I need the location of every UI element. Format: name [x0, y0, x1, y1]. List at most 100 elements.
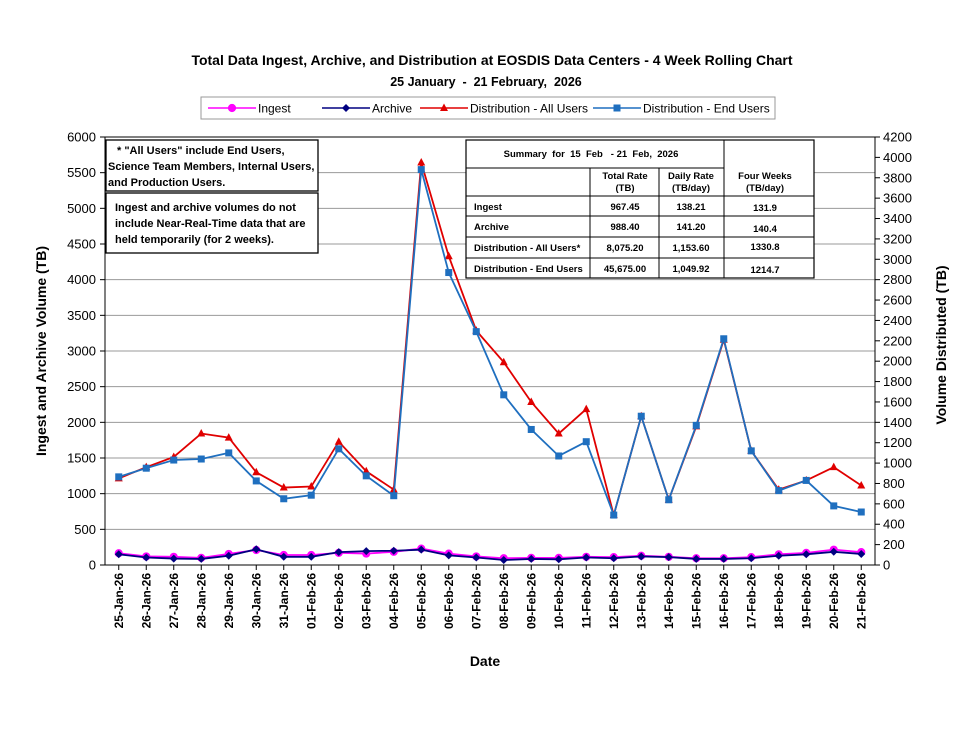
y2-tick-label: 2400: [883, 313, 912, 328]
note-nrt-box: [105, 192, 319, 254]
legend-item-ingest: Ingest: [208, 102, 291, 116]
data-point-distribution-all-users: [224, 433, 233, 441]
data-point-distribution-end-users: [747, 447, 755, 455]
data-point-distribution-end-users: [610, 511, 618, 519]
data-point-distribution-end-users: [390, 492, 398, 500]
legend-frame: [200, 96, 776, 120]
data-point-distribution-end-users: [582, 438, 590, 446]
data-point-archive: [582, 553, 591, 562]
legend-item-archive: Archive: [322, 102, 412, 116]
summary-cell: 967.45: [610, 202, 640, 213]
y2-tick-label: 4000: [883, 150, 912, 165]
y2-tick-label: 1400: [883, 415, 912, 430]
data-point-archive: [444, 551, 453, 560]
data-point-distribution-end-users: [307, 491, 315, 499]
data-point-archive: [609, 554, 618, 563]
summary-row-label: Archive: [474, 222, 509, 233]
y2-tick-label: 800: [883, 476, 905, 491]
legend-label: Ingest: [258, 102, 291, 116]
summary-table-lines: [466, 140, 814, 278]
y2-tick-label: 0: [883, 558, 890, 573]
data-point-distribution-all-users: [829, 462, 838, 471]
summary-header-daily-2: (TB/day): [672, 183, 710, 194]
data-point-archive: [719, 554, 728, 563]
data-point-distribution-end-users: [280, 495, 288, 503]
summary-cell: 138.21: [676, 202, 706, 213]
x-tick-label: 28-Jan-26: [194, 573, 208, 629]
note-all-users-line-1: * "All Users" include End Users,: [117, 145, 285, 157]
x-tick-label: 08-Feb-26: [497, 573, 511, 629]
chart-subtitle: 25 January - 21 February, 2026: [390, 75, 582, 89]
data-point-archive: [527, 554, 536, 563]
legend-item-distribution-all-users: Distribution - All Users: [420, 102, 588, 116]
data-point-distribution-end-users: [775, 487, 783, 495]
x-tick-label: 09-Feb-26: [524, 573, 538, 629]
data-point-archive: [664, 553, 673, 562]
x-tick-label: 01-Feb-26: [304, 573, 318, 629]
legend-label: Distribution - End Users: [643, 102, 770, 116]
data-point-distribution-end-users: [142, 464, 150, 472]
data-point-distribution-all-users: [444, 251, 453, 260]
summary-header-daily-1: Daily Rate: [668, 171, 714, 182]
data-point-archive: [389, 546, 398, 555]
y-tick-label: 5500: [67, 165, 96, 180]
data-point-distribution-end-users: [500, 391, 508, 399]
data-point-archive: [747, 554, 756, 563]
series-layer: [114, 157, 866, 565]
y2-tick-label: 400: [883, 517, 905, 532]
legend-label: Archive: [372, 102, 412, 116]
data-point-distribution-all-users: [857, 481, 866, 489]
summary-row-label: Distribution - End Users: [474, 264, 583, 275]
summary-cell: 141.20: [676, 222, 705, 233]
data-point-archive: [279, 552, 288, 561]
x-tick-label: 18-Feb-26: [772, 573, 786, 629]
y-axis-left: 0 500 1000 1500 2000 2500 3000 3500 4000 4500 5000…: [67, 130, 105, 573]
y2-tick-label: 2200: [883, 333, 912, 348]
data-point-archive: [114, 550, 123, 559]
legend-label: Distribution - All Users: [470, 102, 588, 116]
y2-tick-label: 1000: [883, 456, 912, 471]
data-point-archive: [197, 554, 206, 563]
x-tick-label: 17-Feb-26: [744, 573, 758, 629]
summary-header-fourweeks-1: Four Weeks: [738, 171, 792, 182]
x-tick-label: 13-Feb-26: [634, 573, 648, 629]
data-point-archive: [692, 554, 701, 563]
x-tick-label: 03-Feb-26: [359, 573, 373, 629]
x-tick-label: 26-Jan-26: [139, 573, 153, 629]
note-nrt-line-2: include Near-Real-Time data that are: [115, 218, 306, 230]
x-tick-label: 20-Feb-26: [827, 573, 841, 629]
chart-title: Total Data Ingest, Archive, and Distribu…: [191, 52, 792, 68]
y2-tick-label: 3800: [883, 170, 912, 185]
note-nrt: Ingest and archive volumes do not includ…: [105, 192, 319, 254]
y2-tick-label: 3200: [883, 231, 912, 246]
data-point-distribution-end-users: [335, 445, 343, 453]
x-tick-label: 12-Feb-26: [607, 573, 621, 629]
data-point-archive: [142, 553, 151, 562]
x-tick-label: 25-Jan-26: [112, 573, 126, 629]
summary-header-total-2: (TB): [616, 183, 635, 194]
data-point-archive: [802, 550, 811, 559]
summary-cell: 988.40: [610, 222, 639, 233]
y2-tick-label: 3000: [883, 252, 912, 267]
data-point-distribution-all-users: [252, 467, 261, 476]
summary-header-fourweeks-2: (TB/day): [746, 183, 784, 194]
x-tick-label: 27-Jan-26: [167, 573, 181, 629]
data-point-distribution-end-users: [417, 166, 425, 174]
summary-cell: 131.9: [753, 203, 777, 214]
x-tick-label: 07-Feb-26: [469, 573, 483, 629]
x-tick-label: 14-Feb-26: [662, 573, 676, 629]
summary-title: Summary for 15 Feb - 21 Feb, 2026: [504, 149, 679, 160]
data-point-distribution-end-users: [830, 502, 838, 510]
y2-tick-label: 200: [883, 537, 905, 552]
x-tick-label: 04-Feb-26: [387, 573, 401, 629]
summary-row-label: Distribution - All Users*: [474, 243, 581, 254]
series-line-distribution-end-users: [118, 169, 862, 518]
series-distribution-end-users: [115, 166, 865, 519]
data-point-distribution-end-users: [692, 421, 700, 429]
legend-marker: [342, 104, 350, 112]
data-point-distribution-end-users: [720, 335, 728, 343]
note-all-users-line-3: and Production Users.: [108, 177, 225, 189]
y-axis-right: 0 200 400 600 800 1000 1200 1400 1600 1800 2000 220…: [875, 130, 912, 573]
note-all-users-box: [105, 139, 319, 192]
